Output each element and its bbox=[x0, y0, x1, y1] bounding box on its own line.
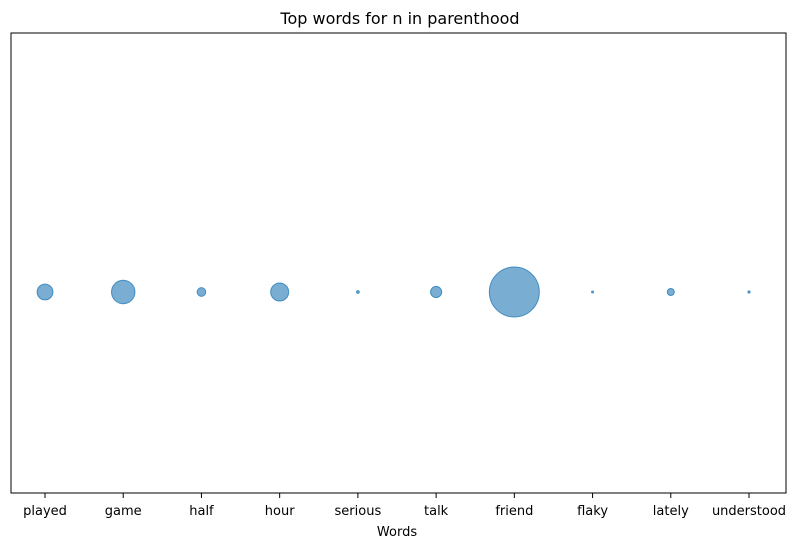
marker-half bbox=[196, 287, 207, 297]
marker-lately bbox=[666, 287, 675, 297]
marker-serious bbox=[356, 290, 360, 294]
x-tick-label-played: played bbox=[23, 504, 67, 519]
x-tick-label-game: game bbox=[105, 504, 142, 519]
chart-title: Top words for n in parenthood bbox=[279, 9, 519, 28]
x-tick-label-friend: friend bbox=[495, 504, 533, 519]
x-axis-label: Words bbox=[377, 525, 417, 540]
marker-understood bbox=[747, 290, 751, 294]
x-tick-label-talk: talk bbox=[424, 504, 449, 519]
x-tick-label-serious: serious bbox=[335, 504, 382, 519]
x-tick-label-flaky: flaky bbox=[577, 504, 608, 519]
marker-played bbox=[36, 283, 54, 301]
marker-flaky bbox=[591, 290, 595, 294]
marker-friend bbox=[488, 266, 540, 318]
x-tick-label-lately: lately bbox=[653, 504, 689, 519]
x-tick-label-understood: understood bbox=[712, 504, 786, 519]
marker-game bbox=[110, 279, 136, 305]
marker-hour bbox=[270, 282, 290, 302]
x-ticks-group: played game half hour serious talk friend flaky… bbox=[23, 493, 786, 519]
plot-area bbox=[10, 32, 787, 494]
x-tick-label-half: half bbox=[189, 504, 214, 519]
marker-talk bbox=[430, 285, 443, 299]
x-tick-label-hour: hour bbox=[265, 504, 295, 519]
markers-group bbox=[36, 266, 751, 318]
